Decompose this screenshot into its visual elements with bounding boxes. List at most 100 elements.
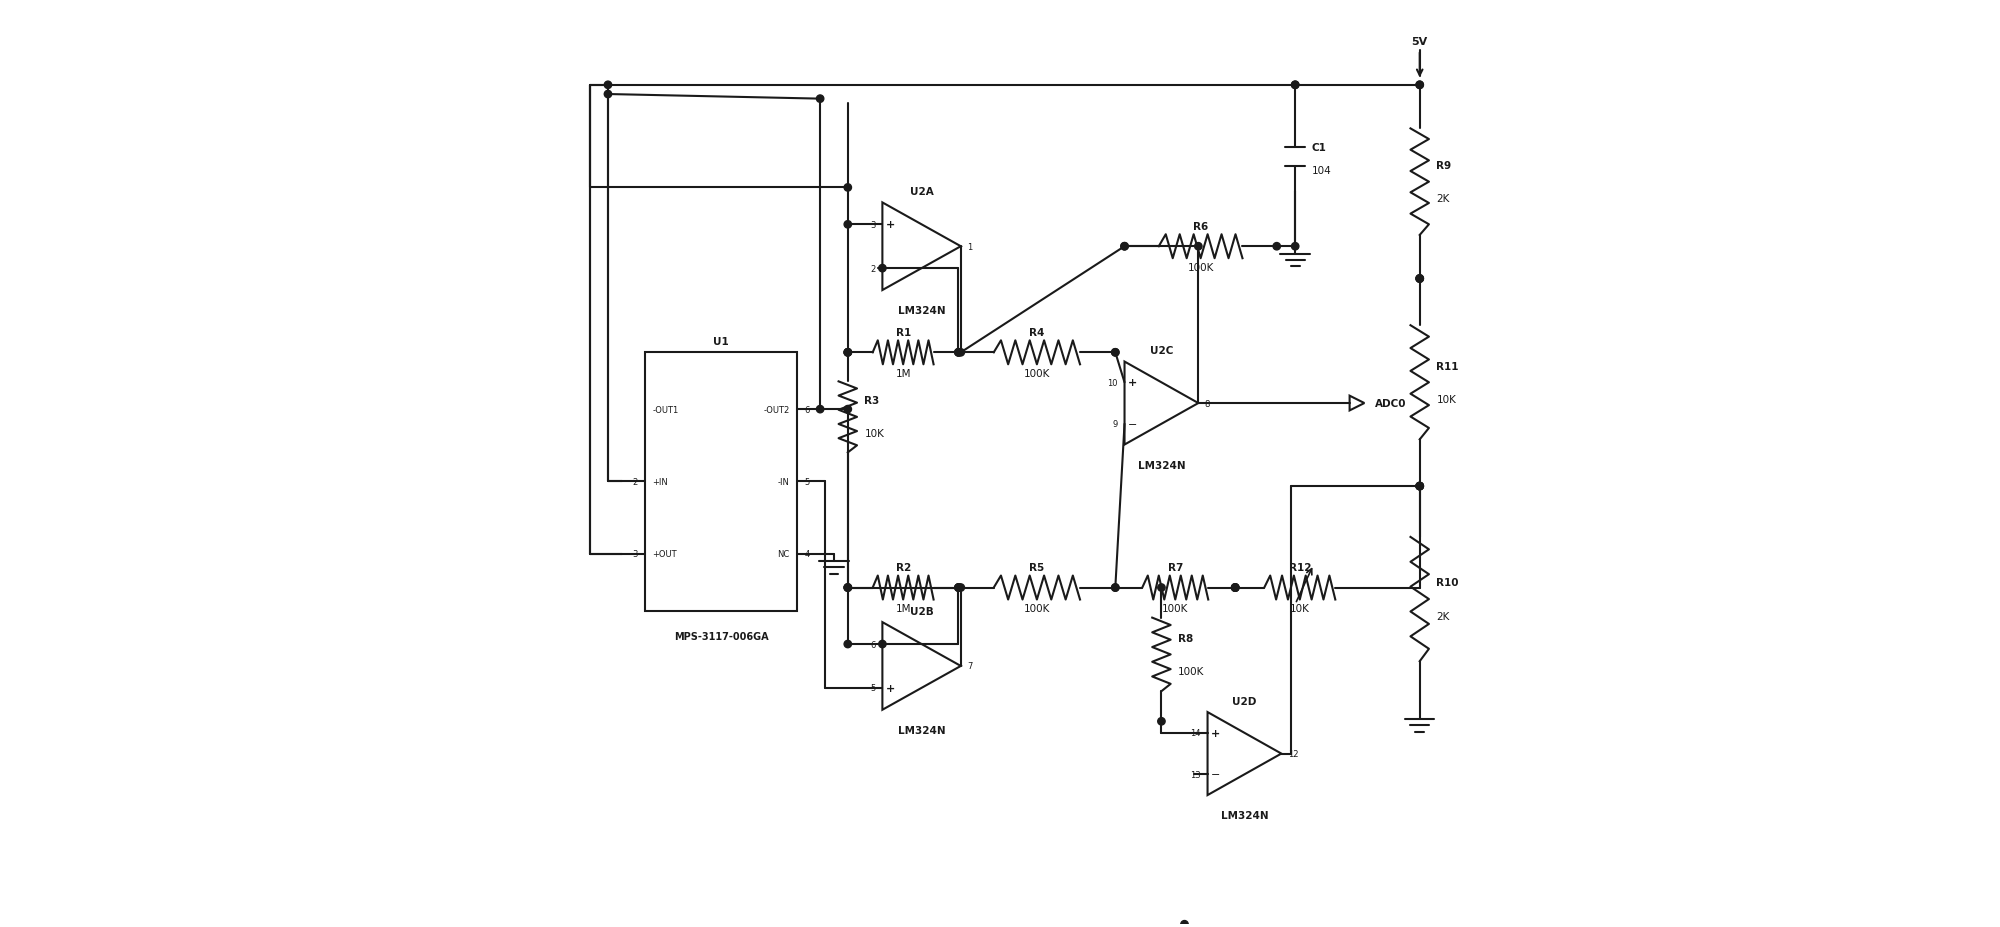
Text: 10K: 10K [864,429,884,439]
Circle shape [604,91,612,98]
Circle shape [844,584,852,591]
Text: 10: 10 [1108,378,1118,387]
Text: -IN: -IN [778,477,790,487]
Text: NC: NC [778,550,790,559]
Circle shape [1232,584,1238,591]
Text: 2: 2 [632,477,638,487]
Text: 2K: 2K [1436,194,1450,204]
Text: MPS-3117-006GA: MPS-3117-006GA [674,631,768,641]
Circle shape [954,584,962,591]
Circle shape [958,584,964,591]
Text: +OUT: +OUT [652,550,676,559]
Text: 7: 7 [968,662,972,671]
Text: R5: R5 [1030,563,1044,573]
Circle shape [1120,243,1128,250]
Text: -OUT2: -OUT2 [764,405,790,414]
Text: 1M: 1M [896,368,910,378]
Text: U2B: U2B [910,606,934,616]
Text: 1M: 1M [896,603,910,613]
Text: U2A: U2A [910,187,934,197]
Text: 100K: 100K [1024,368,1050,378]
Circle shape [844,184,852,192]
Text: R6: R6 [1194,222,1208,232]
Text: R12: R12 [1288,563,1312,573]
Text: 100K: 100K [1024,603,1050,613]
Circle shape [1232,584,1238,591]
Text: ADC0: ADC0 [1376,399,1406,409]
Circle shape [1416,483,1424,490]
Text: +: + [886,683,896,693]
Text: LM324N: LM324N [898,725,946,735]
Text: -OUT1: -OUT1 [652,405,678,414]
Text: 6: 6 [870,640,876,649]
Circle shape [1292,243,1298,250]
Text: −: − [886,264,896,273]
Circle shape [844,406,852,413]
Circle shape [1274,243,1280,250]
Text: U2C: U2C [1150,346,1174,356]
Circle shape [958,349,964,357]
Circle shape [954,584,962,591]
Text: R7: R7 [1168,563,1182,573]
Circle shape [1232,584,1238,591]
Circle shape [1416,275,1424,283]
Text: R4: R4 [1030,327,1044,337]
Text: R8: R8 [1178,633,1194,643]
Circle shape [844,349,852,357]
Circle shape [1112,584,1118,591]
Text: C1: C1 [1312,143,1326,153]
Text: +: + [1128,378,1138,387]
Text: R9: R9 [1436,161,1452,171]
Circle shape [1416,82,1424,89]
Circle shape [954,349,962,357]
Text: 10K: 10K [1290,603,1310,613]
Circle shape [1112,584,1118,591]
Text: −: − [886,640,896,649]
Text: 5: 5 [870,683,876,692]
Circle shape [816,95,824,103]
Text: −: − [1212,769,1220,780]
Circle shape [954,349,962,357]
Text: U1: U1 [714,337,728,347]
Circle shape [1158,717,1166,725]
Circle shape [844,584,852,591]
Text: 12: 12 [1288,749,1298,758]
Text: 10K: 10K [1436,395,1456,404]
Circle shape [1194,243,1202,250]
Circle shape [954,584,962,591]
Text: LM324N: LM324N [898,306,946,316]
Text: 5: 5 [804,477,810,487]
Text: R2: R2 [896,563,910,573]
Circle shape [1120,243,1128,250]
Circle shape [844,641,852,648]
Circle shape [878,641,886,648]
Circle shape [1292,82,1298,89]
Text: 104: 104 [1312,166,1332,176]
Circle shape [1112,349,1118,357]
Text: 8: 8 [1204,400,1210,408]
Text: 3: 3 [870,221,876,230]
Circle shape [1292,82,1298,89]
Circle shape [844,222,852,229]
Circle shape [1180,921,1188,927]
Circle shape [1232,584,1238,591]
Text: R10: R10 [1436,578,1458,588]
Text: R1: R1 [896,327,910,337]
Text: 2: 2 [870,264,876,273]
Text: 3: 3 [632,550,638,559]
Text: 13: 13 [1190,770,1202,779]
Text: R3: R3 [864,396,880,406]
Text: 100K: 100K [1188,262,1214,273]
Circle shape [1112,349,1118,357]
Circle shape [1416,82,1424,89]
Circle shape [1416,483,1424,490]
Circle shape [954,349,962,357]
Text: LM324N: LM324N [1138,461,1186,470]
Text: +: + [886,220,896,230]
Text: 100K: 100K [1178,667,1204,677]
Text: −: − [1128,419,1138,429]
Circle shape [1416,483,1424,490]
Bar [644,353,798,611]
Text: 4: 4 [804,550,810,559]
Circle shape [844,349,852,357]
